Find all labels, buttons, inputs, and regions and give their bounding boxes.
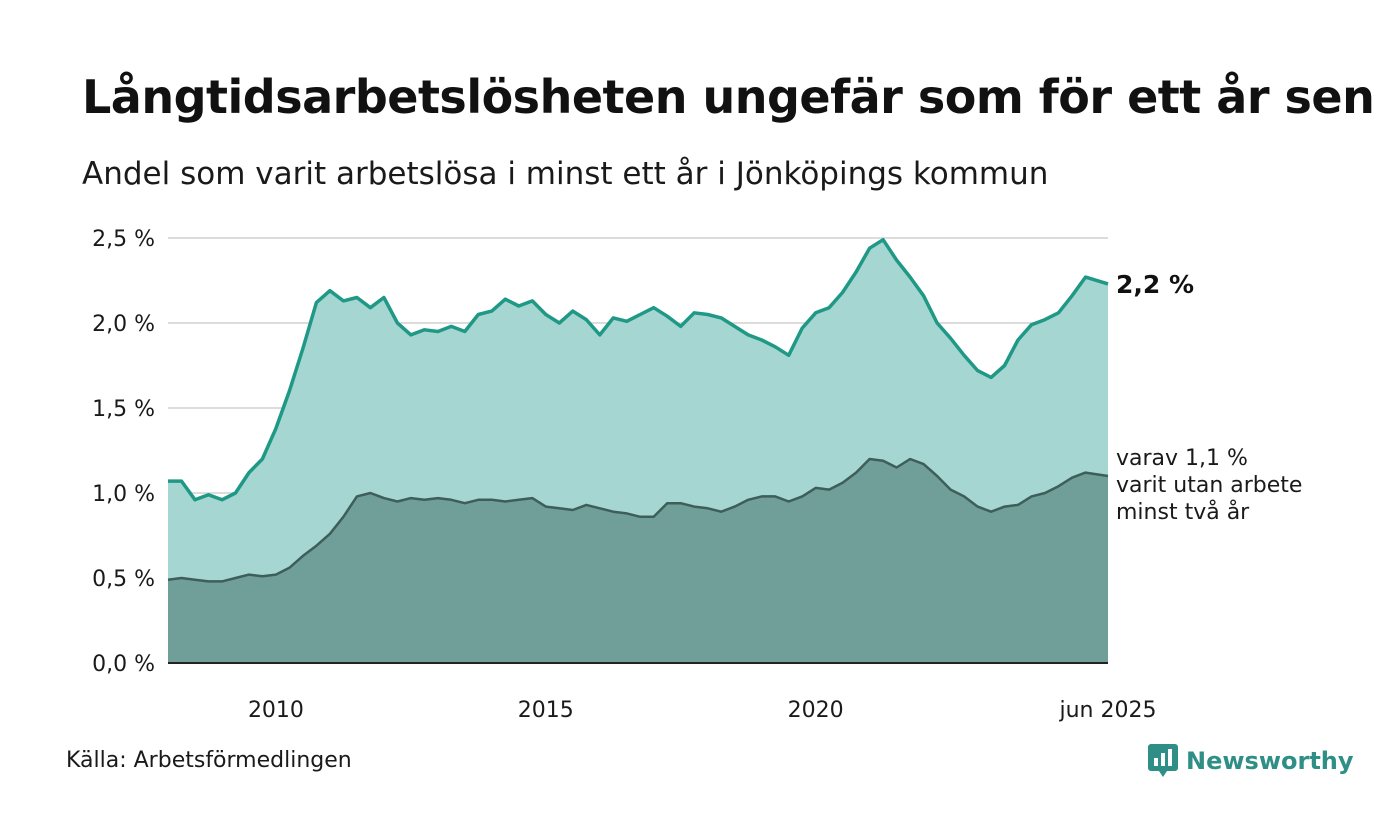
axes: 0,0 % 0,5 % 1,0 % 1,5 % 2,0 % 2,5 % 2010 2015 20… <box>92 227 1156 723</box>
brand-logo: Newsworthy <box>1148 744 1354 778</box>
y-tick-label: 0,0 % <box>92 652 155 677</box>
two-year-label-line-3: minst två år <box>1116 499 1250 525</box>
chart-title: Långtidsarbetslösheten ungefär som för e… <box>82 70 1375 124</box>
y-tick-label: 1,5 % <box>92 397 155 422</box>
y-tick-label: 2,0 % <box>92 312 155 337</box>
chart-subtitle: Andel som varit arbetslösa i minst ett å… <box>82 156 1049 192</box>
total-end-label: 2,2 % <box>1116 270 1194 299</box>
brand-name: Newsworthy <box>1186 747 1354 775</box>
y-tick-label: 0,5 % <box>92 567 155 592</box>
x-tick-label: 2015 <box>518 698 574 723</box>
x-tick-label: jun 2025 <box>1059 698 1157 723</box>
area-layer <box>167 237 1109 663</box>
x-tick-label: 2010 <box>248 698 304 723</box>
newsworthy-logo-icon <box>1148 744 1178 777</box>
source-note: Källa: Arbetsförmedlingen <box>66 748 352 773</box>
annotations: 2,2 % varav 1,1 % varit utan arbete mins… <box>1116 270 1302 525</box>
y-tick-label: 2,5 % <box>92 227 155 252</box>
two-year-label-line-2: varit utan arbete <box>1116 473 1302 498</box>
two-year-series-line <box>167 457 1109 583</box>
two-year-series-area <box>168 459 1108 663</box>
y-tick-label: 1,0 % <box>92 482 155 507</box>
x-tick-label: 2020 <box>788 698 844 723</box>
two-year-label-line-1: varav 1,1 % <box>1116 446 1248 471</box>
total-series-line <box>168 237 1109 502</box>
